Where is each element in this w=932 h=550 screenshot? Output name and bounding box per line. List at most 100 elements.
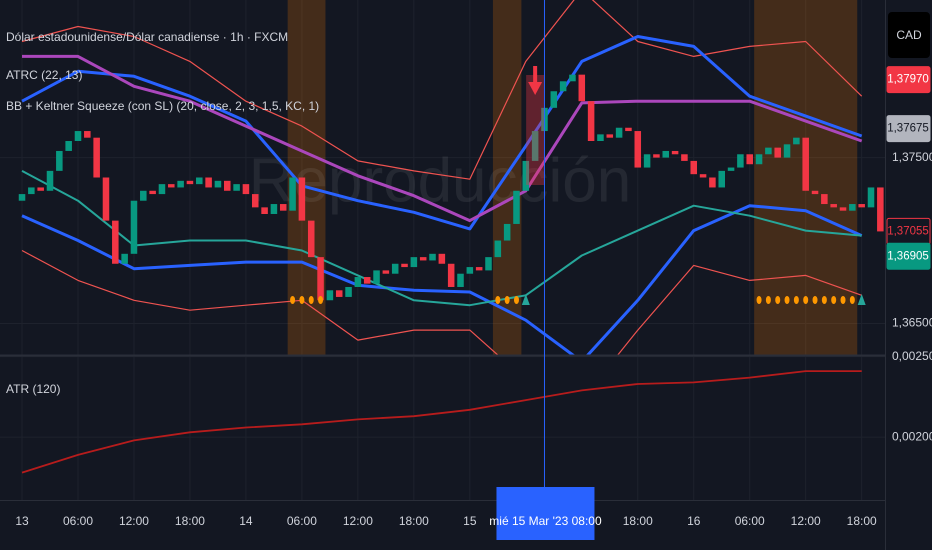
candle [718, 170, 725, 188]
candle [821, 194, 828, 205]
candle [597, 134, 604, 142]
candle [709, 177, 716, 188]
atr-pane [21, 370, 862, 474]
candles [18, 74, 884, 301]
candle [662, 150, 670, 158]
indicator-label: BB + Keltner Squeeze (con SL) (20, close… [6, 99, 319, 113]
signals [290, 66, 866, 305]
squeeze-dot [290, 296, 296, 304]
price-badge [886, 242, 931, 270]
squeeze-dot [308, 296, 314, 304]
candle [28, 187, 35, 195]
candle [447, 263, 455, 287]
x-tick-label: 12:00 [791, 514, 821, 528]
candle [391, 263, 399, 274]
x-tick-label: 18:00 [399, 514, 429, 528]
candle [46, 170, 54, 191]
y-tick-label: 1,37500 [892, 150, 932, 164]
indicator-line [21, 204, 863, 355]
candle [307, 220, 315, 258]
candle [382, 270, 390, 274]
candle [438, 253, 446, 264]
candle [261, 207, 268, 214]
pane-title: ATR (120) [6, 382, 60, 396]
squeeze-dot [821, 296, 827, 304]
squeeze-dot [765, 296, 771, 304]
candle [74, 131, 82, 142]
candle [37, 187, 44, 191]
candle [849, 204, 856, 211]
candle [830, 204, 837, 208]
candle [746, 154, 753, 165]
x-tick-label: 13 [15, 514, 29, 528]
candle [335, 290, 343, 297]
squeeze-dot [793, 296, 799, 304]
currency-box[interactable] [888, 12, 930, 58]
candle [681, 154, 688, 161]
squeeze-dot [504, 296, 510, 304]
squeeze-dot [318, 296, 324, 304]
indicator-label: ATRC (22, 13) [6, 68, 82, 82]
squeeze-dot [756, 296, 762, 304]
x-tick-label: 15 [463, 514, 477, 528]
candle [569, 74, 576, 82]
price-badge [886, 115, 931, 143]
candle [699, 174, 707, 178]
price-badge-label: 1,37675 [887, 123, 929, 135]
atr-line [21, 370, 862, 474]
candle [251, 194, 259, 208]
x-tick-label: 18:00 [175, 514, 205, 528]
candle [634, 131, 642, 168]
candle [531, 131, 539, 161]
candle [765, 147, 772, 155]
x-tick-label: 12:00 [343, 514, 373, 528]
squeeze-dot [495, 296, 501, 304]
candle [93, 137, 100, 178]
candle [317, 257, 324, 301]
candle [485, 257, 492, 271]
candle [755, 154, 763, 165]
candle [690, 160, 698, 175]
squeeze-dot [849, 296, 855, 304]
x-tick-label: 06:00 [287, 514, 317, 528]
candle [158, 184, 166, 195]
candle [289, 177, 296, 211]
price-badge-label: 1,37970 [887, 74, 929, 86]
y-tick-label: 1,36500 [892, 316, 932, 330]
candle [615, 127, 623, 138]
candle [186, 180, 194, 185]
squeeze-dot [803, 296, 809, 304]
candle [867, 187, 875, 208]
squeeze-dot [812, 296, 818, 304]
currency-label[interactable]: CAD [896, 28, 922, 42]
candle [56, 150, 63, 171]
y-tick-label: 0,00250 [892, 349, 932, 363]
squeeze-dot [831, 296, 837, 304]
candle [475, 267, 483, 271]
breakout-marker [521, 294, 530, 305]
candle [410, 257, 418, 268]
candle [84, 131, 91, 138]
candle [149, 190, 156, 195]
squeeze-dot [299, 296, 305, 304]
candle [550, 91, 558, 108]
price-badge-label: 1,36905 [887, 250, 929, 262]
candle [177, 180, 184, 188]
candle [168, 184, 175, 188]
x-tick-label: 18:00 [623, 514, 653, 528]
x-tick-label: 06:00 [735, 514, 765, 528]
candle [671, 150, 679, 155]
price-badge [886, 66, 931, 94]
crosshair-label-bg [496, 487, 595, 540]
candle [793, 137, 800, 145]
candle [242, 184, 250, 195]
candle [522, 160, 530, 191]
candle [196, 177, 203, 185]
candle [802, 137, 809, 191]
squeeze-dot [775, 296, 781, 304]
candle [466, 267, 474, 274]
candle [363, 277, 371, 284]
symbol-title: Dólar estadounidense/Dólar canadiense · … [6, 30, 288, 44]
y-tick-label: 0,00200 [892, 429, 932, 443]
